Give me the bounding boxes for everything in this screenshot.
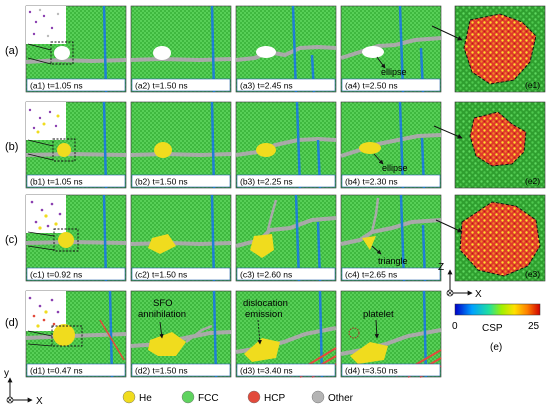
panel-caption: (d3) t=3.40 ns xyxy=(240,366,293,376)
panel-b1: (b1) t=1.05 ns xyxy=(25,101,127,189)
panel-caption: (b3) t=2.25 ns xyxy=(240,177,293,187)
legend-label-he: He xyxy=(139,393,152,404)
panel-caption: (c4) t=2.65 ns xyxy=(345,270,397,280)
panel-caption: (b1) t=1.05 ns xyxy=(30,177,83,187)
panel-caption: (a3) t=2.45 ns xyxy=(240,81,293,91)
connector-arrow xyxy=(433,125,463,139)
panel-e1: (e1) xyxy=(454,5,546,93)
panel-caption: (d4) t=3.50 ns xyxy=(345,366,398,376)
panel-c2: (c2) t=1.50 ns xyxy=(130,194,232,282)
panel-e2: (e2) xyxy=(454,101,546,189)
panel-caption: (b4) t=2.30 ns xyxy=(345,177,398,187)
panel-d1: (d1) t=0.47 ns xyxy=(25,290,127,378)
panel-annotation: ellipse xyxy=(382,163,408,173)
axis-label: X xyxy=(36,396,43,407)
panel-a2: (a2) t=1.50 ns xyxy=(130,5,232,93)
panel-e3-label: (e3) xyxy=(525,269,540,279)
panel-e-label: (e) xyxy=(490,342,502,353)
panel-a4: ellipse (a4) t=2.50 ns xyxy=(340,5,442,93)
panel-d2: SFO annihilation (d2) t=1.50 ns xyxy=(130,290,232,378)
panel-c4: triangle (c4) t=2.65 ns xyxy=(340,194,442,282)
panel-caption: (a1) t=1.05 ns xyxy=(30,81,83,91)
panel-annotation: SFO annihilation xyxy=(138,298,186,320)
row-label-c: (c) xyxy=(5,234,18,246)
row-label-d: (d) xyxy=(5,317,18,329)
panel-caption: (d2) t=1.50 ns xyxy=(135,366,188,376)
axis-label: Z xyxy=(438,262,444,273)
legend-label-other: Other xyxy=(328,393,354,404)
panel-d3: dislocation emission (d3) t=3.40 ns xyxy=(235,290,337,378)
legend-swatch-he xyxy=(122,390,136,404)
panel-a1: (a1) t=1.05 ns xyxy=(25,5,127,93)
panel-b2: (b2) t=1.50 ns xyxy=(130,101,232,189)
panel-caption: (c3) t=2.60 ns xyxy=(240,270,292,280)
legend-swatch-other xyxy=(311,390,325,404)
colorbar: 0 CSP 25 (e) xyxy=(452,303,541,353)
panel-annotation: triangle xyxy=(378,256,408,266)
legend-swatch-hcp xyxy=(247,390,261,404)
panel-e1-label: (e1) xyxy=(525,80,540,90)
colorbar-max: 25 xyxy=(528,321,540,332)
connector-arrow xyxy=(435,219,463,233)
panel-b3: (b3) t=2.25 ns xyxy=(235,101,337,189)
row-label-a: (a) xyxy=(5,45,18,57)
legend-swatch-fcc xyxy=(181,390,195,404)
axis-label: y xyxy=(4,368,9,379)
panel-a3: (a3) t=2.45 ns xyxy=(235,5,337,93)
panel-caption: (a4) t=2.50 ns xyxy=(345,81,398,91)
panel-c3: (c3) t=2.60 ns xyxy=(235,194,337,282)
legend-label-hcp: HCP xyxy=(264,393,285,404)
panel-d4: platelet (d4) t=3.50 ns xyxy=(340,290,442,378)
panel-caption: (b2) t=1.50 ns xyxy=(135,177,188,187)
panel-annotation: dislocation emission xyxy=(243,298,288,320)
panel-caption: (c1) t=0.92 ns xyxy=(30,270,82,280)
legend-label-fcc: FCC xyxy=(198,393,219,404)
panel-e2-label: (e2) xyxy=(525,176,540,186)
panel-annotation: platelet xyxy=(363,309,394,320)
panel-b4: ellipse (b4) t=2.30 ns xyxy=(340,101,442,189)
row-label-b: (b) xyxy=(5,141,18,153)
panel-c1: (c1) t=0.92 ns xyxy=(25,194,127,282)
axes-zx: Z X xyxy=(438,262,482,300)
panel-e3: (e3) xyxy=(454,194,546,282)
panel-caption: (a2) t=1.50 ns xyxy=(135,81,188,91)
panel-annotation: ellipse xyxy=(381,67,407,77)
connector-arrow xyxy=(431,25,463,41)
axis-label: X xyxy=(475,289,482,300)
panel-caption: (c2) t=1.50 ns xyxy=(135,270,187,280)
panel-caption: (d1) t=0.47 ns xyxy=(30,366,83,376)
legend: He FCC HCP Other xyxy=(122,390,354,404)
colorbar-min: 0 xyxy=(452,321,458,332)
colorbar-label: CSP xyxy=(482,323,503,334)
axes-xy: y X xyxy=(4,368,43,407)
